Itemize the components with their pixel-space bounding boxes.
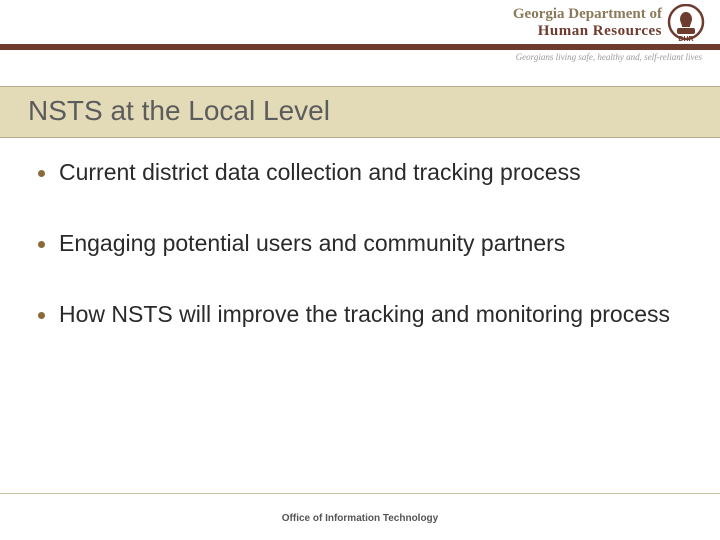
bullet-list: Current district data collection and tra… — [38, 158, 690, 370]
slide-header: Georgia Department of Human Resources DH… — [0, 0, 720, 62]
org-line-2: Human Resources — [513, 23, 662, 40]
bullet-icon — [38, 170, 45, 177]
list-item: Engaging potential users and community p… — [38, 229, 690, 258]
footer-text: Office of Information Technology — [0, 513, 720, 524]
bullet-icon — [38, 312, 45, 319]
footer-divider — [0, 493, 720, 494]
dhr-logo-icon: DHR — [666, 4, 706, 42]
slide-title: NSTS at the Local Level — [28, 95, 720, 127]
bullet-icon — [38, 241, 45, 248]
tagline-text: Georgians living safe, healthy and, self… — [516, 52, 702, 62]
header-divider-bar — [0, 44, 720, 50]
svg-text:DHR: DHR — [678, 36, 693, 42]
title-band: NSTS at the Local Level — [0, 86, 720, 138]
list-item: How NSTS will improve the tracking and m… — [38, 300, 690, 329]
bullet-text: How NSTS will improve the tracking and m… — [59, 300, 670, 329]
bullet-text: Current district data collection and tra… — [59, 158, 581, 187]
org-line-1: Georgia Department of — [513, 6, 662, 23]
organization-name: Georgia Department of Human Resources — [513, 6, 662, 40]
list-item: Current district data collection and tra… — [38, 158, 690, 187]
bullet-text: Engaging potential users and community p… — [59, 229, 565, 258]
